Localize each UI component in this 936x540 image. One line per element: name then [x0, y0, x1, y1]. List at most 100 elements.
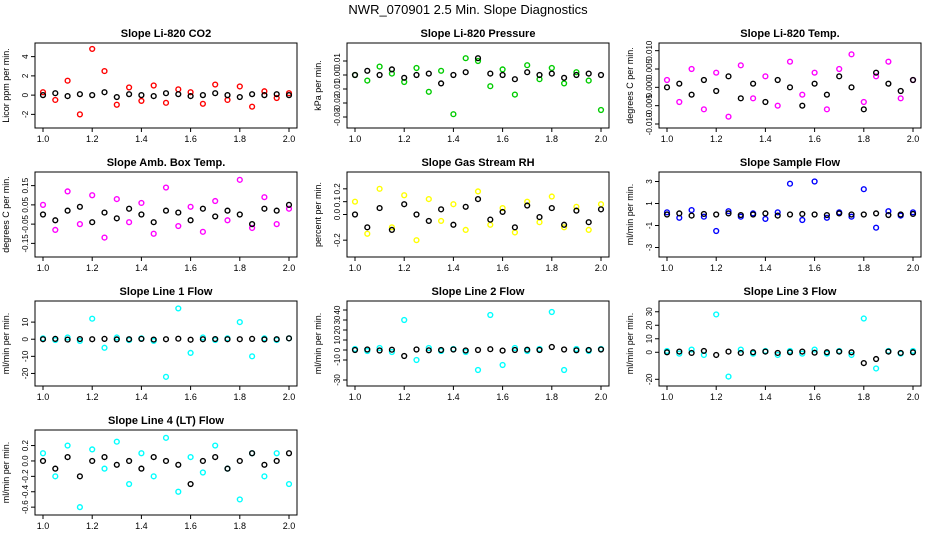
data-point-black	[700, 347, 708, 355]
data-point	[224, 96, 231, 104]
y-tick-label: 30	[645, 307, 654, 316]
x-tick-label: 1.8	[546, 392, 559, 402]
x-tick-label: 1.0	[37, 392, 50, 402]
data-point-black	[273, 457, 280, 465]
data-point-black	[138, 335, 145, 342]
data-point	[823, 214, 831, 221]
y-tick-label: -0.03	[333, 107, 342, 126]
data-point-black	[762, 348, 769, 355]
data-point-black	[224, 92, 231, 99]
data-point	[688, 346, 695, 353]
x-tick-label: 1.0	[661, 263, 674, 273]
data-point-black	[487, 70, 494, 77]
data-point-black	[438, 80, 445, 87]
data-point-black	[836, 73, 843, 80]
plot-frame	[658, 300, 922, 387]
data-point-black	[89, 219, 96, 226]
data-point-black	[848, 349, 855, 356]
chart-title: Slope Line 2 Flow	[432, 286, 525, 298]
x-tick-label: 1.8	[546, 263, 559, 273]
data-point	[138, 199, 145, 207]
data-point	[737, 62, 744, 69]
y-tick-label: -0.6	[21, 500, 30, 514]
data-point-black	[524, 346, 531, 353]
y-tick-label: 2	[21, 73, 30, 78]
y-tick-label: -0.15	[21, 234, 30, 253]
data-point	[285, 480, 293, 488]
data-point-black	[224, 207, 231, 214]
data-point	[52, 226, 59, 234]
data-point	[811, 346, 818, 353]
y-tick-label: 0.000	[645, 77, 654, 98]
data-point-black	[725, 348, 732, 355]
data-point-black	[199, 336, 207, 343]
data-point-black	[909, 210, 917, 218]
plot-frame	[34, 171, 298, 258]
data-point	[872, 73, 880, 80]
data-point-black	[548, 70, 555, 77]
data-point-black	[737, 95, 744, 102]
data-point-black	[474, 196, 482, 203]
y-axis-label: ml/min per min.	[313, 313, 323, 375]
data-point-black	[897, 87, 904, 95]
data-point-black	[573, 71, 580, 79]
data-point-black	[175, 335, 182, 342]
data-point	[573, 69, 580, 76]
y-tick-label: 0	[645, 350, 654, 355]
x-tick-label: 2.0	[595, 392, 608, 402]
x-tick-label: 2.0	[283, 134, 296, 144]
x-tick-label: 1.0	[661, 134, 674, 144]
y-tick-label: -1	[645, 221, 654, 229]
data-point	[413, 237, 420, 244]
data-point	[285, 205, 293, 212]
data-point-black	[261, 205, 268, 212]
y-tick-label: 0.1	[333, 196, 342, 208]
x-tick-label: 1.6	[808, 134, 821, 144]
data-point	[249, 224, 256, 232]
data-point-black	[261, 336, 268, 343]
data-point	[261, 88, 268, 95]
data-point-black	[364, 67, 371, 74]
data-point	[138, 97, 145, 105]
data-point-black	[762, 210, 769, 217]
data-point-black	[236, 336, 243, 343]
data-point-black	[872, 210, 880, 217]
x-tick-label: 1.2	[86, 521, 99, 531]
data-point	[885, 58, 892, 65]
data-point	[725, 113, 732, 120]
data-point-black	[438, 346, 445, 354]
data-point-black	[560, 74, 568, 81]
data-point-black	[774, 349, 781, 357]
data-point-black	[713, 211, 720, 218]
data-point	[848, 213, 855, 220]
data-point-black	[162, 336, 170, 343]
data-point-black	[786, 349, 794, 356]
data-point-black	[823, 349, 831, 356]
data-point	[101, 465, 108, 472]
data-point	[725, 373, 732, 380]
data-point-black	[388, 226, 396, 234]
data-point	[199, 228, 207, 235]
data-point	[872, 224, 880, 231]
data-point-black	[249, 335, 256, 342]
data-point	[150, 473, 157, 480]
data-point	[474, 57, 482, 65]
data-point	[676, 98, 683, 106]
data-point	[688, 207, 695, 214]
data-point	[52, 473, 59, 480]
data-point	[236, 496, 243, 503]
data-point-black	[89, 457, 96, 465]
data-point	[175, 86, 182, 93]
data-point-black	[548, 204, 555, 212]
data-point	[848, 51, 855, 58]
data-point-black	[285, 450, 293, 457]
data-point-black	[774, 212, 781, 219]
data-point	[725, 208, 732, 215]
data-point-black	[113, 215, 120, 222]
data-point-black	[511, 224, 519, 231]
data-point	[676, 350, 683, 357]
y-tick-label: 0	[21, 92, 30, 97]
y-tick-label: 10	[333, 335, 342, 344]
data-point-black	[860, 211, 867, 218]
x-tick-label: 1.6	[184, 521, 197, 531]
